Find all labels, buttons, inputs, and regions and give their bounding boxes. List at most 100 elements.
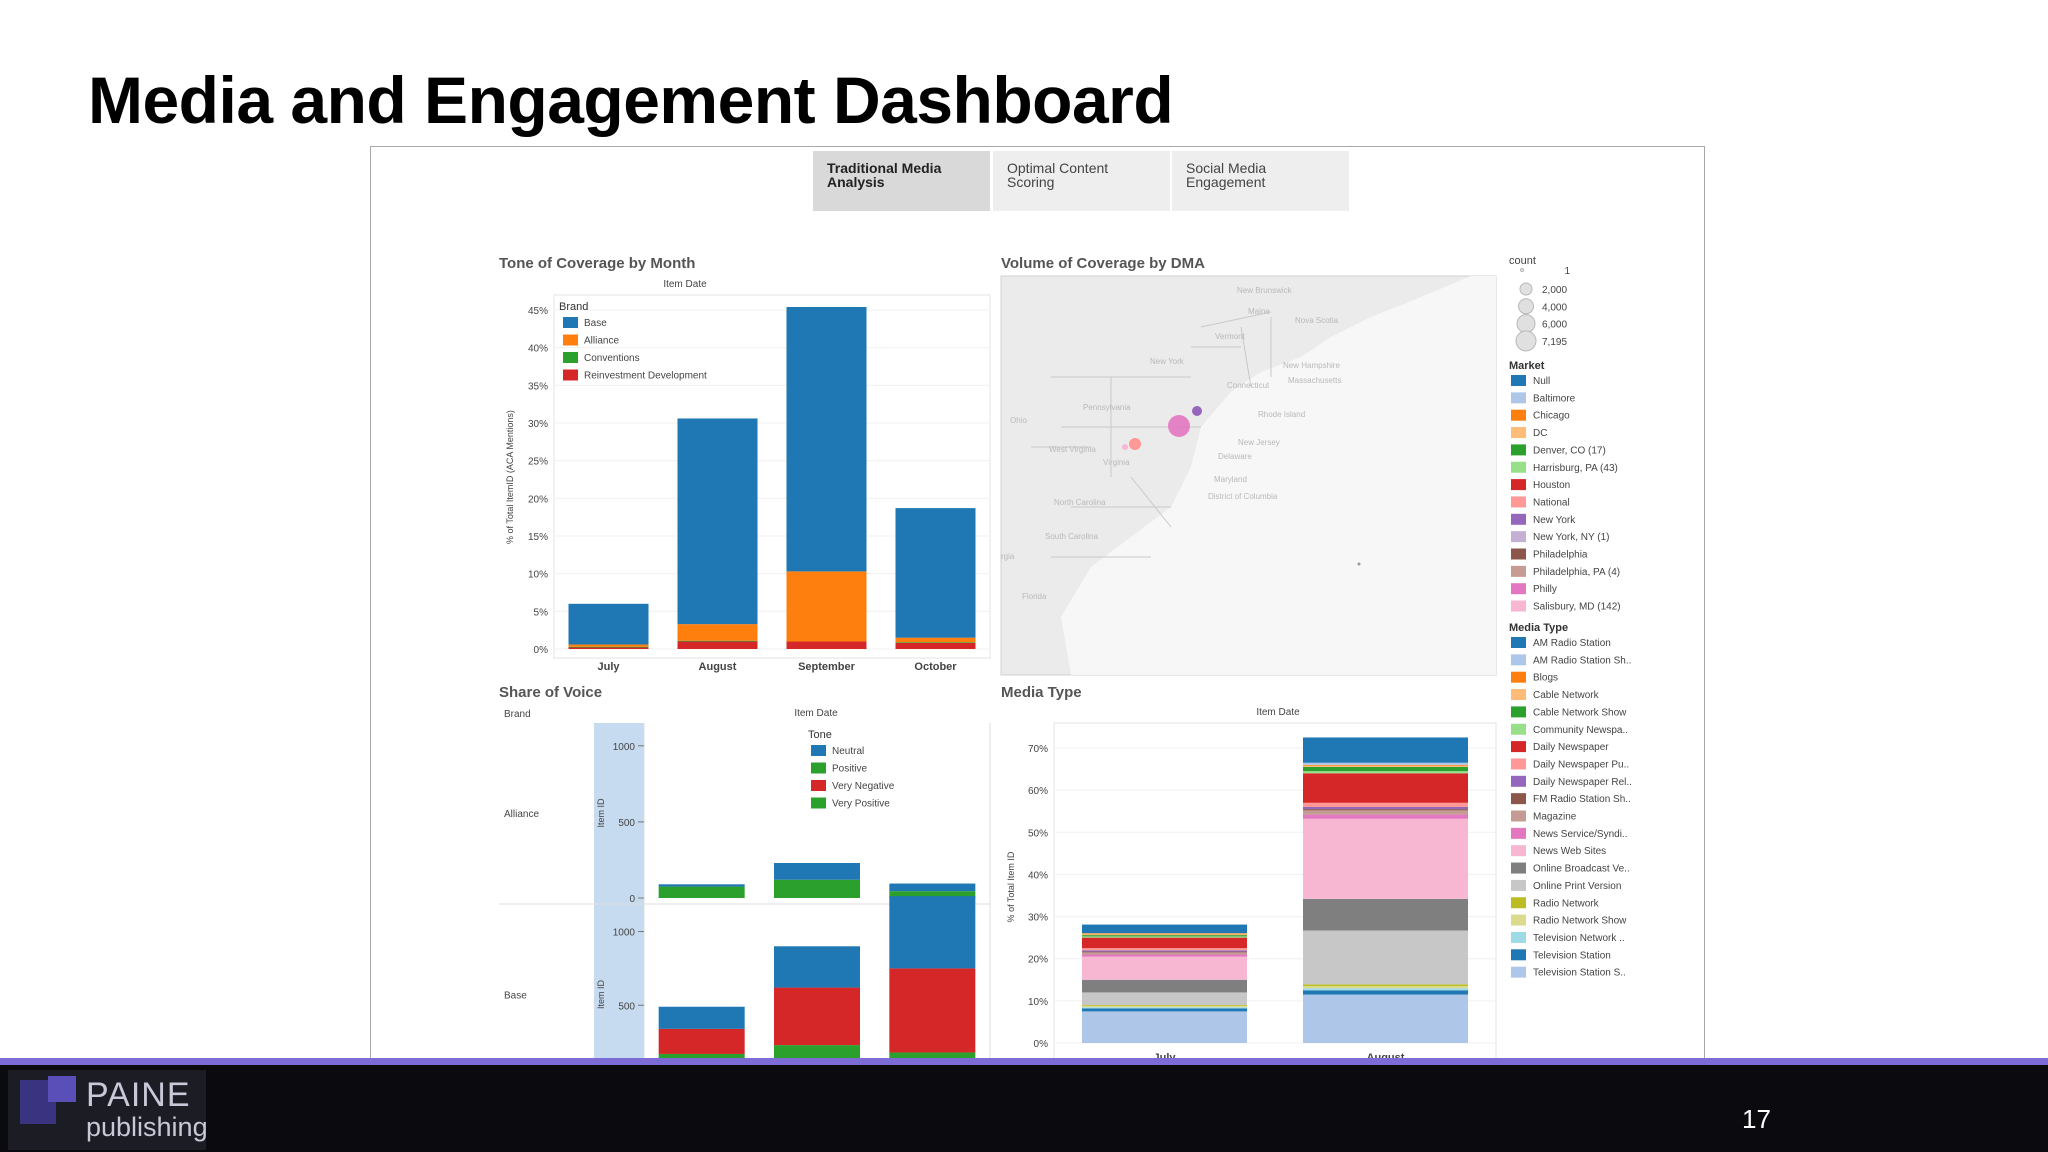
market-legend-swatch-new-york-ny-1 — [1511, 531, 1526, 543]
sov-ytick-label: 1000 — [613, 928, 636, 939]
media-legend-swatch-cable-network — [1511, 689, 1526, 701]
market-legend-swatch-denver-co-17 — [1511, 444, 1526, 456]
dma-map-label-west-virginia: West Virginia — [1049, 445, 1096, 454]
media-ytick-label: 40% — [1028, 870, 1048, 881]
tab-social-media-engagement[interactable]: Social Media Engagement — [1172, 151, 1349, 211]
dma-map-label-pennsylvania: Pennsylvania — [1083, 403, 1131, 412]
tone-legend-label-base: Base — [584, 318, 607, 329]
media-bar-am-radio-station-july — [1082, 924, 1247, 934]
media-bar-radio-network-august — [1303, 984, 1468, 987]
media-legend-label-online-print-version: Online Print Version — [1533, 881, 1621, 892]
tab-traditional-media-analysis[interactable]: Traditional Media Analysis — [813, 151, 990, 211]
tone-ytick-label: 25% — [528, 457, 548, 468]
dma-bubble-philly — [1168, 415, 1190, 437]
media-bar-magazine-july — [1082, 952, 1247, 955]
media-legend-label-daily-newspaper-rel: Daily Newspaper Rel.. — [1533, 777, 1632, 788]
sov-legend-swatch-neutral — [811, 745, 826, 756]
media-bar-online-broadcast-ve-august — [1303, 898, 1468, 931]
media-bar-online-print-version-july — [1082, 992, 1247, 1006]
media-legend-label-magazine: Magazine — [1533, 812, 1577, 823]
media-bar-magazine-august — [1303, 810, 1468, 815]
sov-legend-swatch-very-positive — [811, 797, 826, 809]
media-legend-swatch-magazine — [1511, 810, 1526, 822]
dma-map-label-new-hampshire: New Hampshire — [1283, 361, 1340, 370]
dma-map-label-district-of-columbia: District of Columbia — [1208, 492, 1278, 501]
media-bar-radio-network-show-july — [1082, 1005, 1247, 1008]
media-bar-am-radio-station-sh-august — [1303, 762, 1468, 765]
sov-ytick-label: 0 — [629, 894, 635, 905]
slide-title: Media and Engagement Dashboard — [88, 63, 1174, 137]
dma-map-state-border — [1240, 326, 1252, 388]
dma-map-state-border — [1200, 311, 1272, 328]
market-legend-label-new-york-ny-1: New York, NY (1) — [1533, 532, 1610, 543]
media-bar-news-web-sites-july — [1082, 956, 1247, 980]
media-legend-swatch-television-network — [1511, 931, 1526, 943]
logo-text-line2: publishing — [86, 1112, 208, 1142]
size-legend-title: count — [1509, 255, 1536, 267]
market-legend-label-philadelphia-pa-4: Philadelphia, PA (4) — [1533, 567, 1620, 578]
tone-bar-base-october — [895, 508, 976, 638]
tone-ytick-label: 20% — [528, 494, 548, 505]
media-legend-label-community-newspa: Community Newspa.. — [1533, 725, 1628, 736]
media-legend-label-television-station-s: Television Station S.. — [1533, 968, 1626, 979]
media-legend-swatch-daily-newspaper — [1511, 741, 1526, 753]
media-legend-swatch-radio-network-show — [1511, 914, 1526, 926]
media-legend-swatch-blogs — [1511, 671, 1526, 683]
media-legend-swatch-fm-radio-station-sh — [1511, 793, 1526, 805]
size-legend-circle — [1515, 330, 1537, 352]
tab-optimal-content-scoring[interactable]: Optimal Content Scoring — [993, 151, 1170, 211]
media-legend-swatch-news-service-syndi — [1511, 827, 1526, 839]
dma-map-state-border — [1130, 476, 1172, 528]
media-legend-swatch-news-web-sites — [1511, 845, 1526, 857]
tone-ylabel: % of Total ItemID (ACA Mentions) — [505, 410, 515, 544]
tone-ytick-label: 10% — [528, 570, 548, 581]
tone-legend-label-conventions: Conventions — [584, 353, 640, 364]
tone-ytick-label: 0% — [534, 645, 549, 656]
media-legend-label-radio-network: Radio Network — [1533, 898, 1600, 909]
media-bar-daily-newspaper-rel-july — [1082, 950, 1247, 952]
market-legend-swatch-philadelphia-pa-4 — [1511, 565, 1526, 577]
media-bar-news-service-syndi-august — [1303, 814, 1468, 819]
footer-bar — [0, 1065, 2048, 1152]
tone-chart-title: Tone of Coverage by Month — [499, 255, 695, 272]
media-bar-television-network-july — [1082, 1007, 1247, 1009]
tone-bar-reinvestment-development-july — [568, 647, 649, 649]
sov-brand-label-base: Base — [504, 991, 527, 1002]
market-legend-swatch-houston — [1511, 479, 1526, 491]
media-legend-swatch-cable-network-show — [1511, 706, 1526, 718]
tone-bar-base-september — [786, 306, 867, 572]
dma-map-label-new-jersey: New Jersey — [1238, 438, 1280, 447]
media-bar-television-station-s-july — [1082, 1011, 1247, 1043]
tone-ytick-label: 15% — [528, 532, 548, 543]
dma-map-label-connecticut: Connecticut — [1227, 381, 1270, 390]
media-bar-fm-radio-station-sh-july — [1082, 951, 1247, 953]
media-legend-label-news-web-sites: News Web Sites — [1533, 846, 1606, 857]
sov-ylabel: Item ID — [596, 980, 606, 1010]
market-legend-label-null: Null — [1533, 376, 1550, 387]
tone-legend-swatch-reinvestment-development — [563, 369, 578, 381]
sov-bar-alliance-positive-june — [774, 879, 860, 898]
sov-brand-label-alliance: Alliance — [504, 809, 539, 820]
size-legend-circle — [1518, 298, 1534, 315]
media-legend-label-television-network: Television Network .. — [1533, 933, 1625, 944]
media-legend-label-am-radio-station: AM Radio Station — [1533, 638, 1611, 649]
market-legend-swatch-dc — [1511, 427, 1526, 439]
media-bar-blogs-july — [1082, 933, 1247, 935]
dma-map-label-nova-scotia: Nova Scotia — [1295, 316, 1339, 325]
dma-map-title: Volume of Coverage by DMA — [1001, 255, 1205, 272]
dma-map-label-delaware: Delaware — [1218, 452, 1252, 461]
tone-ytick-label: 45% — [528, 306, 548, 317]
media-bar-daily-newspaper-pu-august — [1303, 802, 1468, 807]
sov-legend-label-very-positive: Very Positive — [832, 799, 890, 810]
media-bar-television-station-s-august — [1303, 994, 1468, 1043]
sov-ytick-label: 500 — [618, 1001, 635, 1012]
paine-publishing-logo: PAINE publishing — [8, 1070, 208, 1150]
sov-row-header: Brand — [504, 709, 531, 720]
dashboard-frame: Traditional Media Analysis Optimal Conte… — [370, 146, 1705, 1132]
market-legend-label-harrisburg-pa-43: Harrisburg, PA (43) — [1533, 463, 1618, 474]
sov-legend-swatch-very-negative — [811, 780, 826, 791]
tone-bar-conventions-october — [895, 642, 976, 643]
sov-bar-alliance-neutral-june — [774, 863, 860, 880]
dma-map-label-massachusetts: Massachusetts — [1288, 376, 1341, 385]
